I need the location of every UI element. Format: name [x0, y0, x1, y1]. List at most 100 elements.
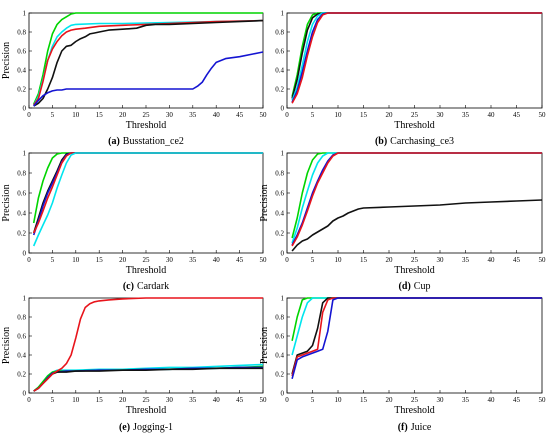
- y-tick-label: 0.2: [275, 230, 284, 238]
- series-line-2: [291, 297, 542, 356]
- series-line-5: [33, 297, 263, 392]
- series-line-4: [291, 297, 542, 377]
- caption-letter: (c): [123, 281, 134, 292]
- x-tick-label: 5: [51, 111, 55, 119]
- series-line-3: [33, 19, 264, 106]
- y-tick-label: 0.2: [17, 86, 26, 94]
- y-tick-label: 0.4: [275, 67, 284, 75]
- x-tick-label: 50: [539, 396, 547, 404]
- y-tick-label: 0.2: [275, 86, 284, 94]
- y-tick-label: 0.2: [17, 371, 26, 379]
- caption-letter: (a): [108, 136, 120, 147]
- x-tick-label: 35: [189, 396, 197, 404]
- y-axis-label: Precision: [1, 184, 12, 221]
- x-tick-label: 40: [488, 256, 496, 264]
- y-tick-label: 1: [23, 295, 27, 303]
- y-tick-label: 0: [281, 250, 285, 258]
- x-tick-label: 35: [462, 396, 470, 404]
- panel-caption: (b) Carchasing_ce3: [375, 136, 454, 147]
- caption-name: Busstation_ce2: [123, 136, 184, 147]
- axes-frame: [28, 12, 264, 109]
- panel-caption: (d) Cup: [399, 281, 431, 292]
- y-tick-label: 0.4: [17, 210, 26, 218]
- panel-caption: (a) Busstation_ce2: [108, 136, 184, 147]
- series-line-5: [291, 199, 543, 252]
- x-axis-label: Threshold: [126, 265, 167, 276]
- series-line-2: [291, 12, 542, 99]
- y-tick-label: 0.6: [275, 190, 284, 198]
- x-tick-label: 0: [285, 396, 289, 404]
- y-tick-label: 0.8: [275, 170, 284, 178]
- x-tick-label: 10: [72, 111, 80, 119]
- x-tick-label: 40: [488, 111, 496, 119]
- caption-letter: (d): [399, 281, 411, 292]
- y-tick-label: 0.6: [17, 48, 26, 56]
- x-tick-label: 50: [260, 396, 268, 404]
- x-tick-label: 10: [335, 256, 343, 264]
- x-tick-label: 5: [311, 396, 315, 404]
- x-tick-label: 15: [96, 256, 104, 264]
- series-line-1: [32, 12, 263, 105]
- caption-name: Juice: [411, 422, 432, 433]
- x-axis-label: Threshold: [126, 120, 167, 131]
- axes-frame: [28, 297, 264, 394]
- x-tick-label: 30: [437, 256, 445, 264]
- x-tick-label: 25: [143, 256, 151, 264]
- caption-name: Carchasing_ce3: [390, 136, 454, 147]
- x-tick-label: 15: [360, 256, 368, 264]
- panel-caption: (f) Juice: [398, 422, 432, 433]
- x-tick-label: 30: [166, 396, 174, 404]
- x-tick-label: 45: [513, 396, 521, 404]
- x-tick-label: 20: [119, 396, 127, 404]
- caption-letter: (f): [398, 422, 408, 433]
- caption-name: Jogging-1: [133, 422, 173, 433]
- y-tick-label: 0.6: [17, 190, 26, 198]
- series-line-3: [291, 12, 542, 101]
- x-tick-label: 20: [119, 111, 127, 119]
- y-tick-label: 0.4: [17, 67, 26, 75]
- y-tick-label: 0.6: [275, 48, 284, 56]
- y-tick-label: 1: [281, 150, 285, 158]
- x-tick-label: 5: [311, 111, 315, 119]
- y-tick-label: 0.8: [275, 29, 284, 37]
- y-tick-label: 0.8: [17, 170, 26, 178]
- chart-panel-f: 0 5 10 15 20 25 30 35 40 45 50 0 0.2 0.4 0.6 0.8 1 Thresh…: [259, 295, 546, 434]
- x-tick-label: 15: [360, 111, 368, 119]
- series-line-2: [32, 152, 263, 234]
- series-line-3: [291, 297, 542, 375]
- x-tick-label: 40: [213, 396, 221, 404]
- x-tick-label: 20: [386, 111, 394, 119]
- y-tick-label: 0.6: [17, 333, 26, 341]
- x-tick-label: 10: [335, 111, 343, 119]
- y-tick-label: 0: [281, 105, 285, 113]
- series-line-3: [33, 366, 263, 392]
- x-tick-label: 50: [539, 256, 547, 264]
- panel-caption: (e) Jogging-1: [119, 422, 173, 433]
- x-tick-label: 25: [143, 111, 151, 119]
- x-tick-label: 20: [386, 256, 394, 264]
- chart-panel-a: 0 5 10 15 20 25 30 35 40 45 50 0 0.2 0.4 0.6 0.8 1 Thresh…: [1, 10, 267, 148]
- x-axis-label: Threshold: [126, 405, 167, 416]
- x-tick-label: 0: [285, 111, 289, 119]
- x-tick-label: 10: [72, 396, 80, 404]
- x-tick-label: 40: [213, 111, 221, 119]
- series-line-3: [32, 152, 263, 236]
- x-tick-label: 25: [143, 396, 151, 404]
- x-tick-label: 50: [260, 111, 268, 119]
- y-tick-label: 0.4: [275, 352, 284, 360]
- series-line-4: [291, 12, 542, 103]
- axes-frame: [286, 12, 543, 109]
- x-tick-label: 50: [539, 111, 547, 119]
- x-tick-label: 40: [213, 256, 221, 264]
- x-tick-label: 45: [513, 111, 521, 119]
- x-tick-label: 15: [96, 396, 104, 404]
- x-axis-label: Threshold: [394, 120, 435, 131]
- x-tick-label: 30: [437, 111, 445, 119]
- series-line-2: [32, 19, 264, 106]
- y-tick-label: 1: [281, 10, 285, 18]
- x-tick-label: 10: [335, 396, 343, 404]
- chart-panel-e: 0 5 10 15 20 25 30 35 40 45 50 0 0.2 0.4 0.6 0.8 1 Thresh…: [1, 295, 267, 434]
- x-tick-label: 0: [27, 111, 31, 119]
- series-line-5: [291, 12, 542, 104]
